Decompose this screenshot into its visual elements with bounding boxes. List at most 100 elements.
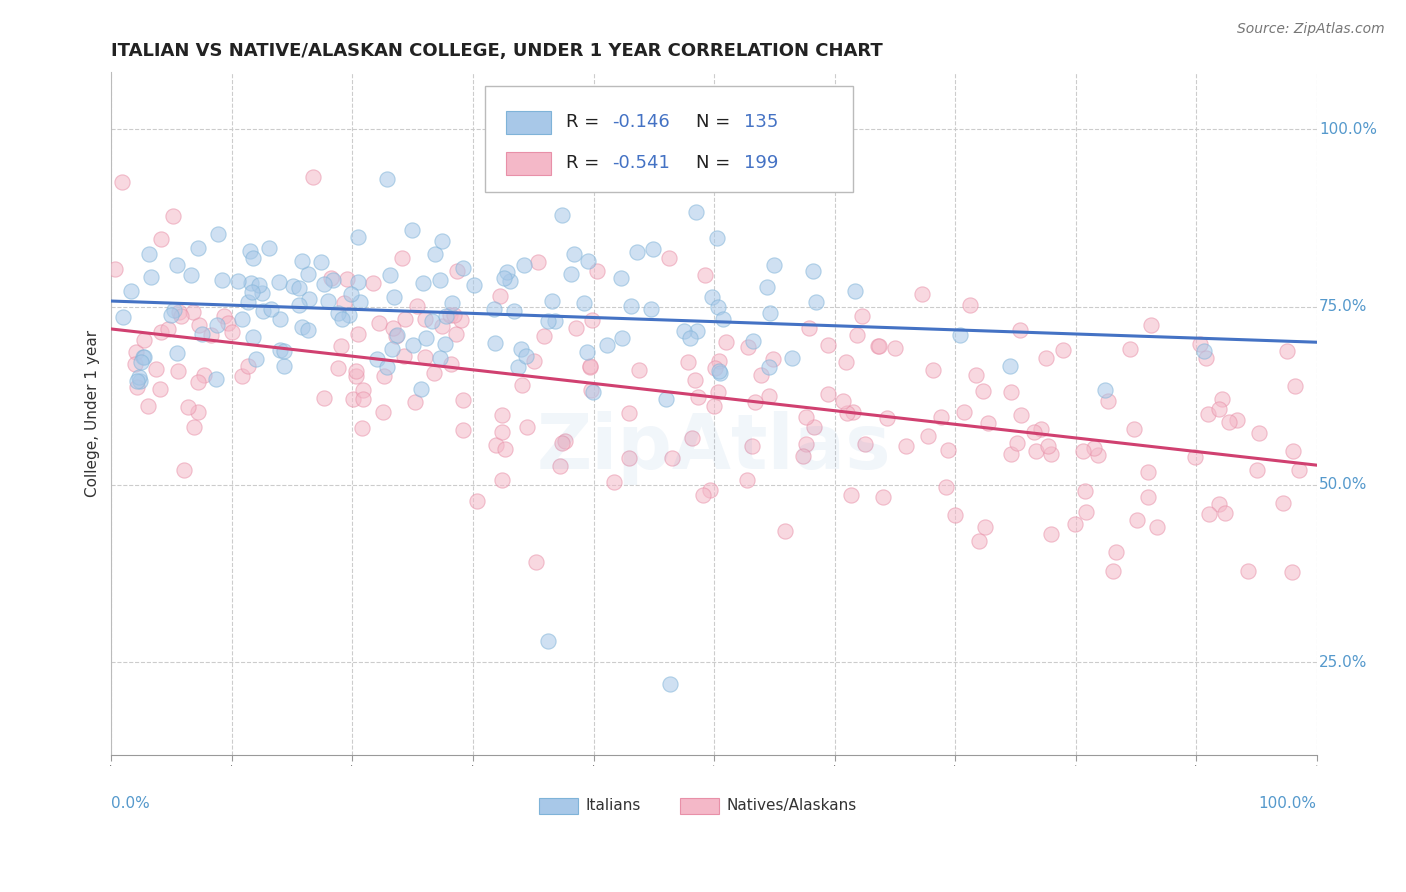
Point	[839, 488, 862, 502]
Point	[160, 308, 183, 322]
Point	[801, 264, 824, 278]
Point	[291, 320, 314, 334]
Point	[703, 399, 725, 413]
Point	[643, 242, 665, 256]
Point	[523, 353, 546, 368]
Point	[162, 209, 184, 223]
Point	[344, 368, 367, 383]
Point	[166, 345, 188, 359]
Point	[894, 439, 917, 453]
Point	[128, 374, 150, 388]
Text: 135: 135	[744, 113, 779, 131]
Point	[1094, 383, 1116, 397]
Point	[145, 361, 167, 376]
Point	[1052, 343, 1074, 357]
Point	[136, 400, 159, 414]
Point	[515, 349, 537, 363]
Point	[1036, 439, 1059, 453]
Point	[1039, 527, 1062, 541]
Point	[868, 338, 890, 352]
Point	[683, 374, 706, 388]
Point	[686, 324, 709, 338]
Point	[619, 450, 641, 465]
Point	[758, 389, 780, 403]
Point	[1102, 564, 1125, 578]
Point	[429, 351, 451, 365]
Point	[1008, 323, 1031, 337]
Point	[581, 385, 603, 400]
FancyBboxPatch shape	[540, 797, 578, 814]
Point	[273, 343, 295, 358]
Point	[640, 301, 662, 316]
Point	[799, 320, 821, 334]
Text: 0.0%: 0.0%	[111, 796, 150, 811]
Point	[163, 303, 186, 318]
Point	[1119, 343, 1142, 357]
Point	[1184, 450, 1206, 465]
Point	[1192, 344, 1215, 359]
Point	[1125, 513, 1147, 527]
Point	[183, 305, 205, 319]
Point	[344, 364, 367, 378]
Point	[844, 285, 866, 299]
Point	[176, 400, 198, 414]
Point	[301, 169, 323, 184]
Point	[413, 350, 436, 364]
Point	[340, 286, 363, 301]
Point	[204, 372, 226, 386]
Text: Italians: Italians	[585, 798, 641, 814]
Point	[845, 327, 868, 342]
Point	[238, 359, 260, 373]
Point	[402, 337, 425, 351]
Point	[866, 339, 889, 353]
Point	[1281, 565, 1303, 579]
Point	[288, 298, 311, 312]
Point	[451, 392, 474, 407]
Point	[554, 434, 576, 449]
Point	[463, 278, 485, 293]
Point	[1271, 496, 1294, 510]
Text: 25.0%: 25.0%	[1319, 655, 1368, 670]
Point	[658, 251, 681, 265]
Point	[576, 254, 599, 268]
Point	[756, 280, 779, 294]
Point	[1198, 507, 1220, 521]
Point	[291, 253, 314, 268]
Point	[973, 520, 995, 534]
Point	[125, 374, 148, 388]
Point	[1064, 517, 1087, 532]
Point	[368, 316, 391, 330]
Point	[375, 172, 398, 186]
Point	[134, 350, 156, 364]
Point	[513, 258, 536, 272]
Point	[352, 392, 374, 407]
Point	[516, 419, 538, 434]
Point	[405, 298, 427, 312]
Point	[741, 438, 763, 452]
Point	[911, 287, 934, 301]
Point	[872, 491, 894, 505]
Point	[1123, 422, 1146, 436]
Text: 50.0%: 50.0%	[1319, 477, 1368, 492]
Point	[1035, 351, 1057, 366]
Point	[1140, 318, 1163, 332]
Point	[661, 451, 683, 466]
Point	[170, 309, 193, 323]
Point	[226, 274, 249, 288]
Point	[412, 277, 434, 291]
FancyBboxPatch shape	[485, 86, 852, 192]
FancyBboxPatch shape	[506, 152, 551, 175]
Point	[1074, 505, 1097, 519]
Point	[1040, 447, 1063, 461]
Point	[744, 394, 766, 409]
Point	[422, 314, 444, 328]
Point	[183, 420, 205, 434]
Point	[602, 475, 624, 489]
Point	[655, 392, 678, 406]
Point	[1284, 378, 1306, 392]
Point	[716, 335, 738, 350]
Text: N =: N =	[696, 154, 735, 172]
Point	[465, 494, 488, 508]
Point	[273, 359, 295, 374]
Point	[240, 285, 263, 300]
